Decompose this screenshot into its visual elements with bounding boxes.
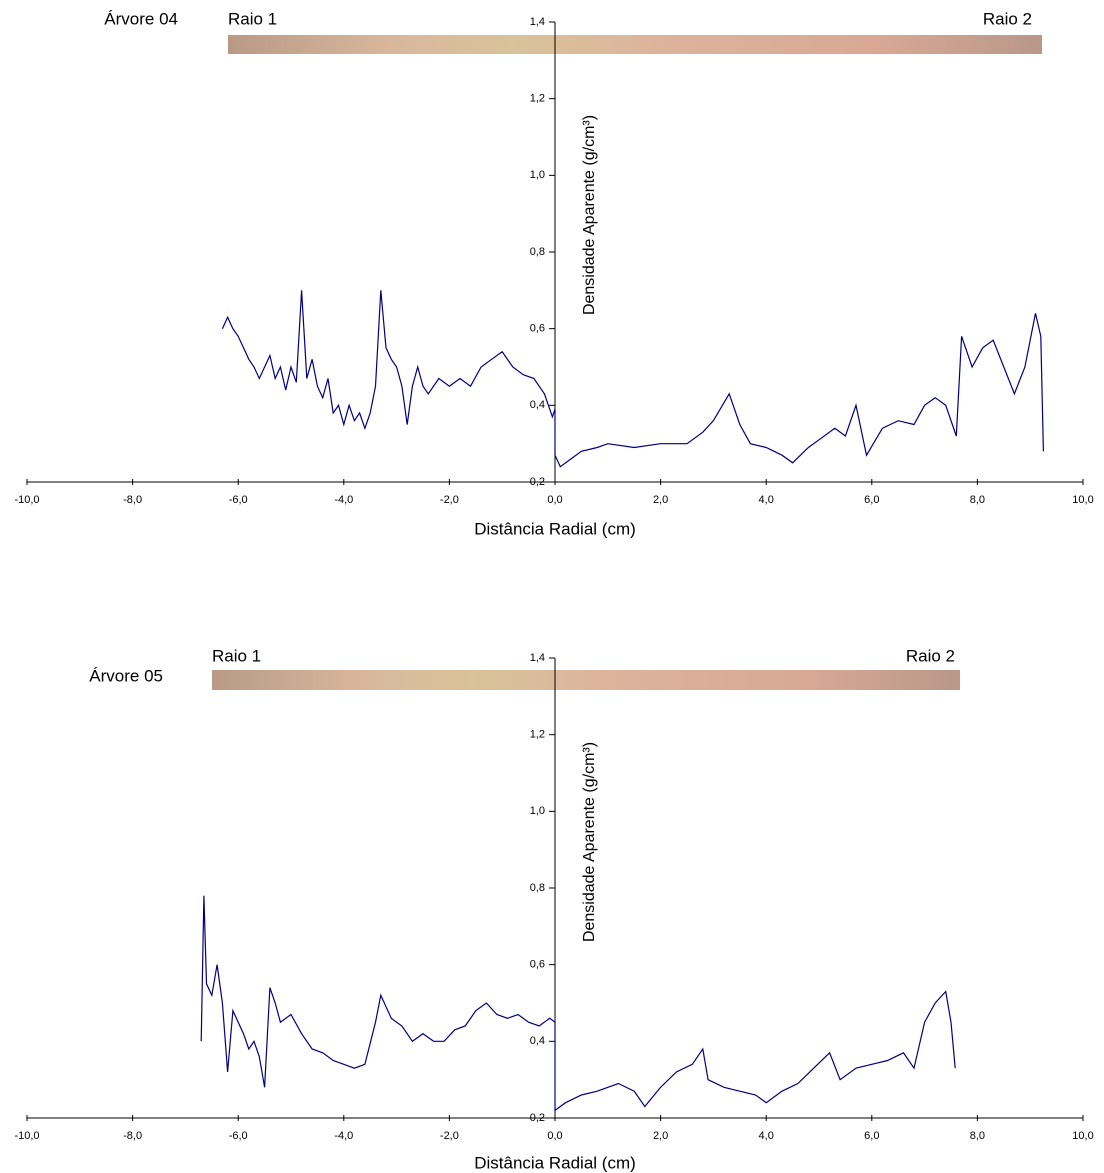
- x-tick-label: -10,0: [14, 1130, 39, 1142]
- radius-label: Raio 1: [212, 646, 261, 665]
- x-axis-title: Distância Radial (cm): [474, 1153, 636, 1172]
- y-tick-label: 1,4: [530, 16, 545, 28]
- x-tick-label: 2,0: [653, 494, 668, 506]
- tree-label: Árvore 04: [104, 9, 178, 28]
- x-tick-label: 10,0: [1072, 494, 1093, 506]
- y-axis-title: Densidade Aparente (g/cm³): [581, 742, 598, 942]
- x-axis-title: Distância Radial (cm): [474, 519, 636, 538]
- x-tick-label: 8,0: [970, 1130, 985, 1142]
- x-tick-label: -6,0: [229, 494, 248, 506]
- x-tick-label: -2,0: [440, 494, 459, 506]
- radius-label: Raio 2: [906, 646, 955, 665]
- y-tick-label: 1,0: [530, 169, 545, 181]
- x-tick-label: 6,0: [864, 1130, 879, 1142]
- density-line: [221, 290, 1044, 468]
- y-tick-label: 1,4: [530, 652, 545, 664]
- y-tick-label: 0,6: [530, 959, 545, 971]
- y-tick-label: 0,6: [530, 323, 545, 335]
- x-tick-label: 4,0: [759, 1130, 774, 1142]
- x-tick-label: -4,0: [334, 494, 353, 506]
- y-tick-label: 1,2: [530, 729, 545, 741]
- x-tick-label: 0,0: [547, 1130, 562, 1142]
- y-tick-label: 1,2: [530, 93, 545, 105]
- radius-label: Raio 1: [228, 9, 277, 28]
- y-tick-label: 0,4: [530, 1035, 545, 1047]
- x-tick-label: -8,0: [123, 1130, 142, 1142]
- x-tick-label: 4,0: [759, 494, 774, 506]
- radius-label: Raio 2: [983, 9, 1032, 28]
- x-tick-label: -10,0: [14, 494, 39, 506]
- x-tick-label: 6,0: [864, 494, 879, 506]
- x-tick-label: -2,0: [440, 1130, 459, 1142]
- x-tick-label: -4,0: [334, 1130, 353, 1142]
- y-tick-label: 0,8: [530, 246, 545, 258]
- density-line: [200, 895, 956, 1112]
- y-tick-label: 0,8: [530, 882, 545, 894]
- wood-strip: [212, 670, 960, 690]
- x-tick-label: -8,0: [123, 494, 142, 506]
- wood-strip: [228, 35, 1042, 54]
- y-tick-label: 0,2: [530, 476, 545, 488]
- x-tick-label: 0,0: [547, 494, 562, 506]
- x-tick-label: 2,0: [653, 1130, 668, 1142]
- x-tick-label: 8,0: [970, 494, 985, 506]
- y-axis-title: Densidade Aparente (g/cm³): [581, 115, 598, 315]
- x-tick-label: -6,0: [229, 1130, 248, 1142]
- x-tick-label: 10,0: [1072, 1130, 1093, 1142]
- y-tick-label: 1,0: [530, 805, 545, 817]
- y-tick-label: 0,4: [530, 399, 545, 411]
- tree-label: Árvore 05: [89, 666, 163, 685]
- y-tick-label: 0,2: [530, 1112, 545, 1124]
